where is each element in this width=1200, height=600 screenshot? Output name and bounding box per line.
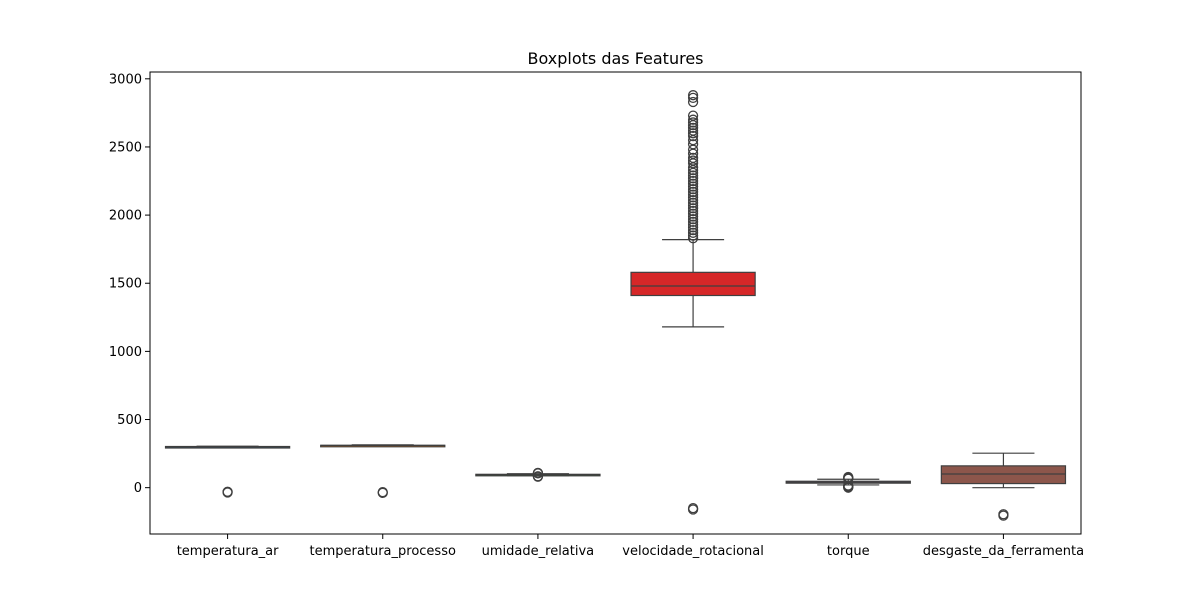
outlier-point [532,467,544,479]
box [940,465,1067,485]
outlier-point [687,502,699,514]
x-tick-label: umidade_relativa [482,544,595,559]
outlier-point [687,117,699,128]
outlier-point [687,90,699,101]
outlier-point [532,471,544,482]
outlier-point [687,216,699,228]
x-tick-label: temperatura_processo [310,544,456,559]
y-tick-label: 2000 [109,209,142,224]
y-tick-label: 500 [117,413,142,428]
outlier-point [687,139,699,150]
outlier-point [687,122,699,134]
outlier-point [222,486,233,497]
box [630,271,756,297]
outlier-point [687,227,699,238]
outlier-point [687,114,699,125]
outlier-point [687,92,699,104]
outlier-point [687,125,699,136]
plot-area: 0 500 1000 1500 2000 2500 3000 temperatura_ar te… [109,72,1084,559]
x-tick-label: temperatura_ar [177,544,279,559]
outlier-point [687,205,699,217]
outlier-point [998,509,1009,520]
outlier-point [687,186,699,198]
chart-title: Boxplots das Features [527,49,703,68]
outlier-point [687,184,699,195]
outlier-point [687,214,699,225]
outlier-point [687,181,699,192]
outlier-point [687,224,699,236]
outlier-point [687,192,699,203]
outlier-point [377,487,388,498]
x-tick-label: torque [827,544,870,559]
outlier-point [687,230,699,241]
y-tick-label: 1000 [109,345,142,360]
outlier-point [687,110,699,121]
outlier-point [687,189,699,200]
outlier-point [687,194,699,206]
y-tick-label: 2500 [109,140,142,155]
outlier-point [687,170,699,181]
outlier-point [687,175,699,187]
outlier-point [843,471,854,483]
y-tick-label: 0 [134,481,142,496]
outlier-point [687,128,699,139]
outlier-point [687,152,699,164]
x-tick-label: desgaste_da_ferramenta [923,544,1084,559]
outlier-point [687,208,699,219]
outlier-point [687,200,699,211]
outlier-point [687,233,699,244]
y-tick-label: 3000 [109,72,142,87]
outlier-point [687,155,699,166]
outlier-point [687,219,699,230]
outlier-point [687,173,699,184]
outlier-point [687,96,699,108]
outlier-point [687,130,699,142]
outlier-point [687,211,699,222]
y-tick-label: 1500 [109,277,142,292]
outlier-point [687,222,699,233]
outlier-point [687,178,699,189]
axes-frame [149,71,1082,535]
outlier-point [687,197,699,208]
outlier-point [687,203,699,214]
x-tick-label: velocidade_rotacional [622,544,764,559]
